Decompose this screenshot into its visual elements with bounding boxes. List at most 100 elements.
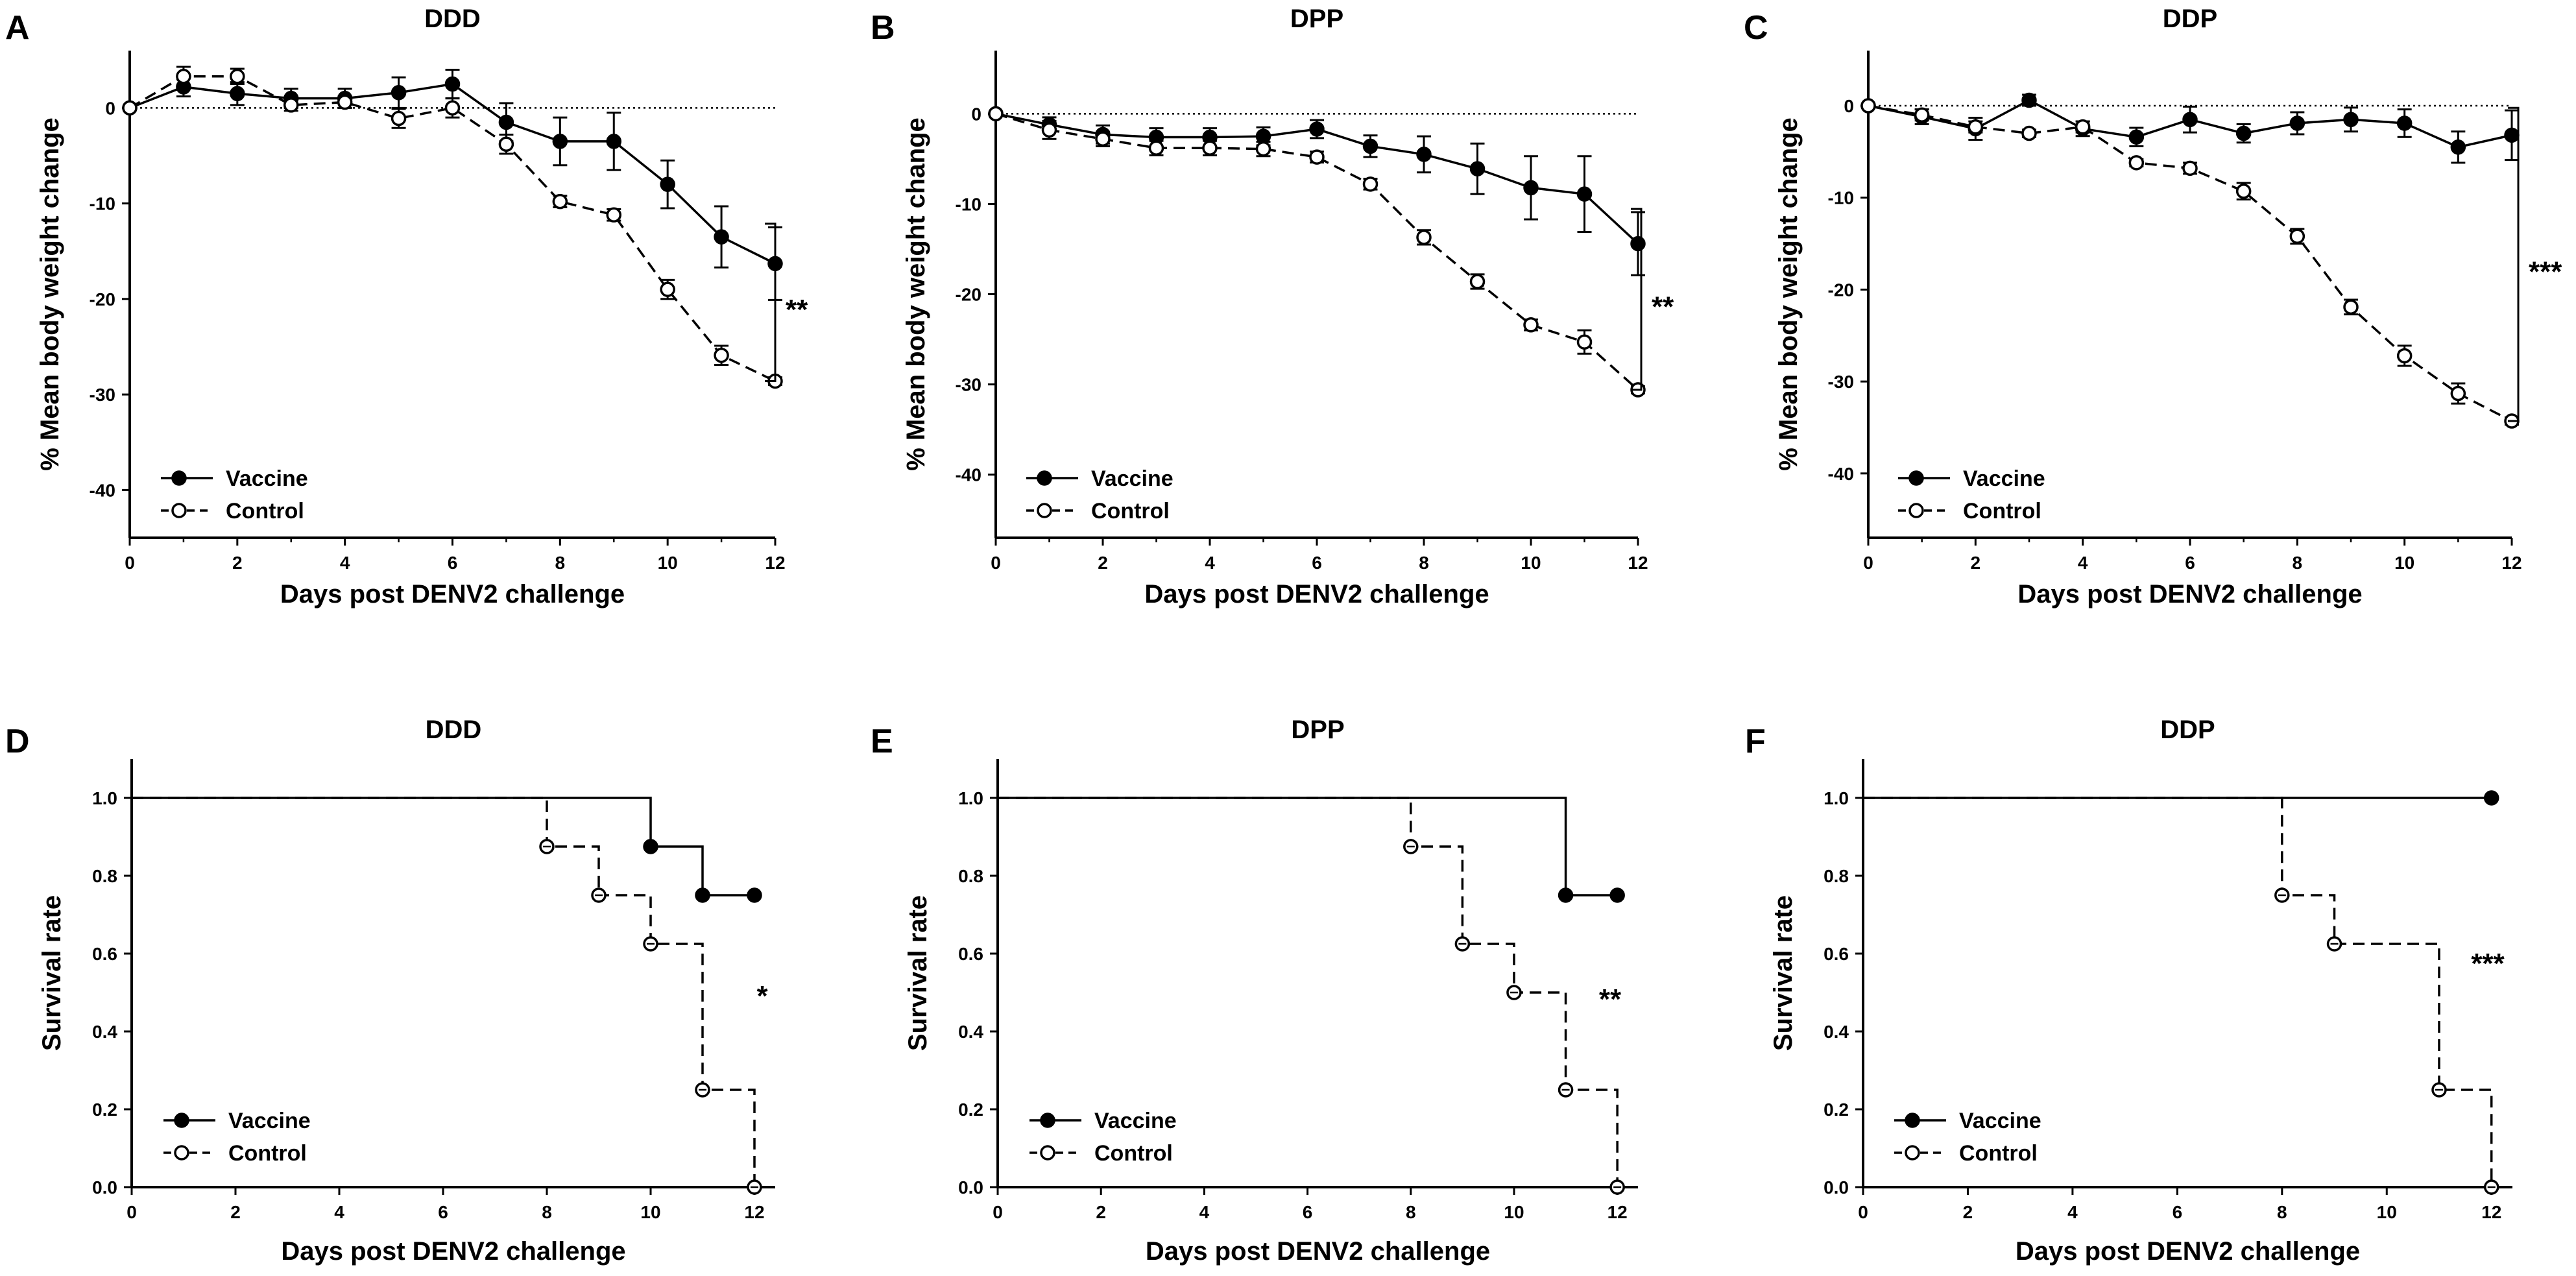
y-tick-label: 0.8 [958, 866, 983, 886]
x-tick-label: 6 [2173, 1202, 2183, 1222]
vaccine-censor-marker [695, 887, 710, 903]
control-data-point [1362, 176, 1378, 192]
x-tick-label: 0 [1858, 1202, 1868, 1222]
legend-vaccine-label: Vaccine [228, 1109, 311, 1133]
control-data-point [2450, 385, 2466, 402]
x-tick-label: 0 [126, 1202, 137, 1222]
control-data-point [2182, 160, 2198, 176]
x-tick-label: 2 [230, 1202, 241, 1222]
x-tick-label: 8 [2277, 1202, 2287, 1222]
y-tick-label: -30 [90, 385, 115, 405]
significance-marker: *** [2529, 256, 2562, 288]
control-data-point [1148, 140, 1164, 156]
y-tick-label: 0.4 [92, 1022, 117, 1042]
vaccine-data-point [2289, 115, 2305, 131]
legend-vaccine-label: Vaccine [226, 466, 308, 491]
control-data-point [176, 69, 191, 84]
x-tick-label: 2 [232, 553, 243, 573]
x-tick-label: 6 [448, 553, 458, 573]
y-tick-label: 0.4 [958, 1022, 983, 1042]
vaccine-data-point [1416, 147, 1432, 162]
control-survival-step-line [998, 797, 1619, 1187]
y-tick-label: -40 [1828, 464, 1854, 484]
y-tick-label: -10 [1828, 188, 1854, 208]
legend-vaccine-marker [171, 470, 187, 486]
x-tick-label: 12 [744, 1202, 764, 1222]
vaccine-data-point [444, 76, 461, 92]
y-tick-label: 0.8 [92, 866, 117, 886]
legend-vaccine-marker [1908, 470, 1924, 486]
x-tick-label: 10 [1521, 553, 1541, 573]
control-data-point [606, 207, 621, 223]
vaccine-censor-marker [643, 839, 658, 854]
x-tick-label: 0 [1863, 553, 1873, 573]
x-tick-label: 4 [334, 1202, 344, 1222]
y-tick-label: 0 [105, 98, 115, 118]
x-tick-label: 6 [1303, 1202, 1313, 1222]
y-axis-label: Survival rate [1769, 895, 1798, 1051]
control-data-point [714, 347, 729, 363]
panel-letter: E [871, 723, 893, 760]
control-data-point [1523, 317, 1539, 333]
legend-control-marker [1908, 503, 1924, 518]
control-series-line [129, 75, 776, 383]
x-tick-label: 10 [640, 1202, 660, 1222]
control-data-point [498, 136, 514, 152]
legend-control-label: Control [1963, 499, 2041, 524]
vaccine-data-point [2235, 125, 2252, 141]
vaccine-data-point [2343, 112, 2359, 128]
x-tick-label: 12 [765, 553, 785, 573]
x-tick-label: 2 [1096, 1202, 1106, 1222]
legend-control-marker [1040, 1145, 1055, 1161]
x-tick-label: 10 [2394, 553, 2414, 573]
control-series-line [1868, 104, 2512, 422]
control-data-point [2343, 299, 2359, 315]
control-data-point [2289, 228, 2305, 244]
vaccine-data-point [1362, 138, 1378, 154]
control-data-point [988, 106, 1004, 122]
vaccine-survival-step-line [998, 797, 1618, 897]
significance-bracket [1631, 208, 1643, 391]
x-tick-label: 10 [1504, 1202, 1524, 1222]
panel-b: B DPP 0 2 4 6 8 10 12 0 -10 -20 -30 -40 Days post DENV… [871, 5, 1674, 608]
legend-control-label: Control [1959, 1141, 2038, 1166]
x-tick-label: 0 [993, 1202, 1003, 1222]
vaccine-censor-marker [1558, 887, 1574, 903]
legend-vaccine-marker [1905, 1113, 1920, 1128]
control-data-point [2128, 155, 2145, 171]
y-tick-label: 0.0 [958, 1177, 983, 1198]
control-data-point [1095, 131, 1111, 147]
x-tick-label: 10 [658, 553, 678, 573]
significance-marker: * [756, 980, 768, 1012]
x-tick-label: 6 [438, 1202, 448, 1222]
y-axis-label: % Mean body weight change [36, 117, 64, 471]
control-data-point [1860, 98, 1876, 114]
y-tick-label: 0.6 [92, 944, 117, 964]
legend-control-marker [174, 1145, 189, 1161]
control-data-point [1041, 122, 1057, 138]
vaccine-survival-step-line [132, 797, 754, 897]
legend-control-label: Control [226, 499, 304, 524]
vaccine-data-point [1469, 161, 1486, 176]
x-tick-label: 4 [2078, 553, 2088, 573]
x-tick-label: 2 [1963, 1202, 1973, 1222]
panel-letter: B [871, 9, 895, 47]
x-tick-label: 6 [2185, 553, 2195, 573]
chart-title: DDD [424, 5, 481, 33]
legend-vaccine-label: Vaccine [1959, 1109, 2041, 1133]
x-tick-label: 2 [1098, 553, 1108, 573]
legend-control-marker [1037, 503, 1052, 518]
y-tick-label: -40 [90, 480, 115, 500]
vaccine-data-point [552, 134, 568, 149]
y-tick-label: 1.0 [92, 788, 117, 808]
x-tick-label: 12 [2481, 1202, 2501, 1222]
y-tick-label: -10 [90, 194, 115, 214]
x-axis-label: Days post DENV2 challenge [1146, 1237, 1490, 1266]
control-survival-step-line [1863, 797, 2493, 1187]
legend-vaccine-label: Vaccine [1091, 466, 1174, 491]
x-tick-label: 8 [555, 553, 566, 573]
vaccine-data-point [1523, 180, 1539, 196]
x-tick-label: 4 [2067, 1202, 2078, 1222]
x-axis-label: Days post DENV2 challenge [2016, 1237, 2360, 1266]
